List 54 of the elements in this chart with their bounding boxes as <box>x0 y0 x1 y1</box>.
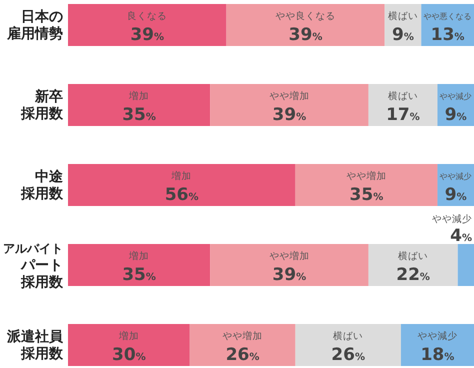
bar <box>68 164 296 206</box>
data-label: 9% <box>444 105 467 125</box>
bar <box>368 244 458 286</box>
bar <box>210 244 368 286</box>
data-label: 4% <box>450 226 472 246</box>
bar <box>68 84 210 126</box>
annotation: 横ばい <box>388 90 418 102</box>
annotation: 横ばい <box>388 10 418 22</box>
annotation: やや減少 <box>432 213 472 225</box>
bar <box>210 84 368 126</box>
bar <box>295 164 438 206</box>
annotation: 増加 <box>118 330 139 342</box>
data-label: 39% <box>272 265 306 285</box>
annotation: やや増加 <box>346 170 386 182</box>
annotation: 横ばい <box>398 250 428 262</box>
y-tick-label: 日本の雇用情勢 <box>6 9 63 42</box>
data-label: 13% <box>430 25 464 45</box>
y-tick-label: 中途採用数 <box>20 169 64 202</box>
y-tick-label: アルバイトパート採用数 <box>3 242 64 290</box>
data-label: 35% <box>122 105 156 125</box>
y-tick-label: 派遣社員採用数 <box>6 329 64 362</box>
data-label: 35% <box>350 185 384 205</box>
annotation: 増加 <box>170 170 192 182</box>
bar <box>295 324 401 366</box>
data-label: 26% <box>331 345 365 365</box>
bar <box>68 244 210 286</box>
data-label: 56% <box>164 185 199 205</box>
annotation: 良くなる <box>127 10 168 22</box>
bar <box>68 4 226 46</box>
data-label: 9% <box>444 185 467 205</box>
annotation: やや増加 <box>269 250 310 262</box>
data-label: 26% <box>226 345 260 365</box>
annotation: 横ばい <box>333 330 364 342</box>
data-label: 22% <box>396 265 430 285</box>
y-tick-label: 新卒採用数 <box>20 88 64 122</box>
data-label: 30% <box>112 345 146 365</box>
bar <box>190 324 296 366</box>
bar <box>458 244 474 286</box>
data-label: 9% <box>392 25 414 45</box>
annotation: 増加 <box>128 250 150 262</box>
data-label: 35% <box>122 265 156 285</box>
bar <box>226 4 385 46</box>
data-label: 39% <box>272 105 306 125</box>
data-label: 39% <box>288 25 322 45</box>
bar <box>68 324 190 366</box>
annotation: やや増加 <box>269 90 310 102</box>
annotation: 増加 <box>128 90 150 102</box>
data-label: 17% <box>386 105 420 125</box>
annotation: やや良くなる <box>276 10 336 22</box>
annotation: やや減少 <box>417 330 458 342</box>
annotation: やや増加 <box>222 330 263 342</box>
data-label: 18% <box>420 345 454 365</box>
data-label: 39% <box>130 25 164 45</box>
bar <box>368 84 438 126</box>
